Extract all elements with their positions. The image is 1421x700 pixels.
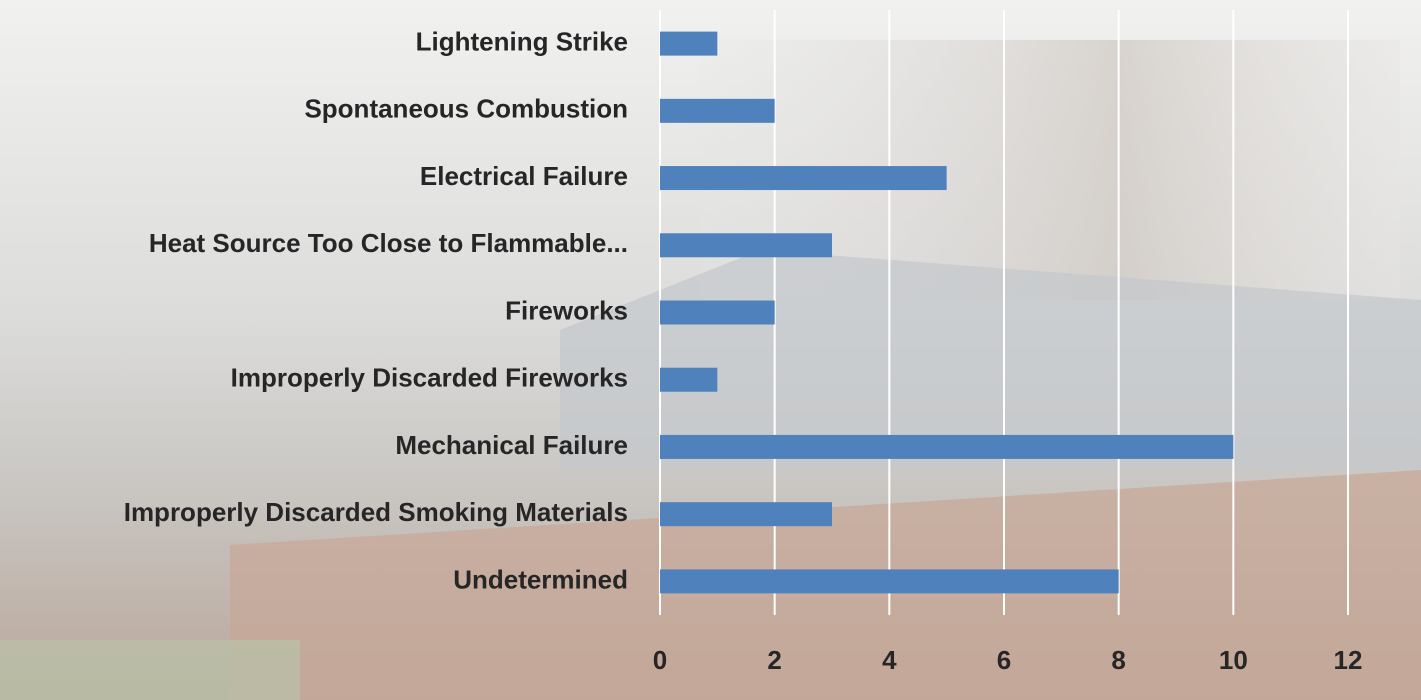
- y-tick-label: Lightening Strike: [416, 26, 628, 56]
- bar: [660, 233, 832, 257]
- lawn: [0, 640, 300, 700]
- bar: [660, 502, 832, 526]
- x-tick-label: 12: [1334, 645, 1363, 675]
- x-tick-label: 4: [882, 645, 897, 675]
- bar: [660, 368, 717, 392]
- bar: [660, 166, 947, 190]
- bar: [660, 99, 775, 123]
- x-tick-label: 8: [1111, 645, 1125, 675]
- x-tick-label: 2: [767, 645, 781, 675]
- bar: [660, 32, 717, 56]
- y-tick-label: Heat Source Too Close to Flammable...: [149, 228, 628, 258]
- bar: [660, 435, 1233, 459]
- y-tick-label: Spontaneous Combustion: [304, 94, 628, 124]
- y-tick-label: Undetermined: [453, 564, 628, 594]
- bar: [660, 301, 775, 325]
- y-tick-label: Mechanical Failure: [395, 430, 628, 460]
- y-tick-label: Improperly Discarded Fireworks: [231, 363, 628, 393]
- y-tick-label: Improperly Discarded Smoking Materials: [124, 497, 628, 527]
- x-tick-label: 6: [997, 645, 1011, 675]
- chart: 0 2 4 6 8 10 12 Lightening Strike Spontaneous Co…: [0, 0, 1421, 700]
- y-tick-label: Fireworks: [505, 295, 628, 325]
- x-tick-label: 10: [1219, 645, 1248, 675]
- y-tick-label: Electrical Failure: [420, 161, 628, 191]
- x-tick-label: 0: [653, 645, 667, 675]
- bar: [660, 569, 1119, 593]
